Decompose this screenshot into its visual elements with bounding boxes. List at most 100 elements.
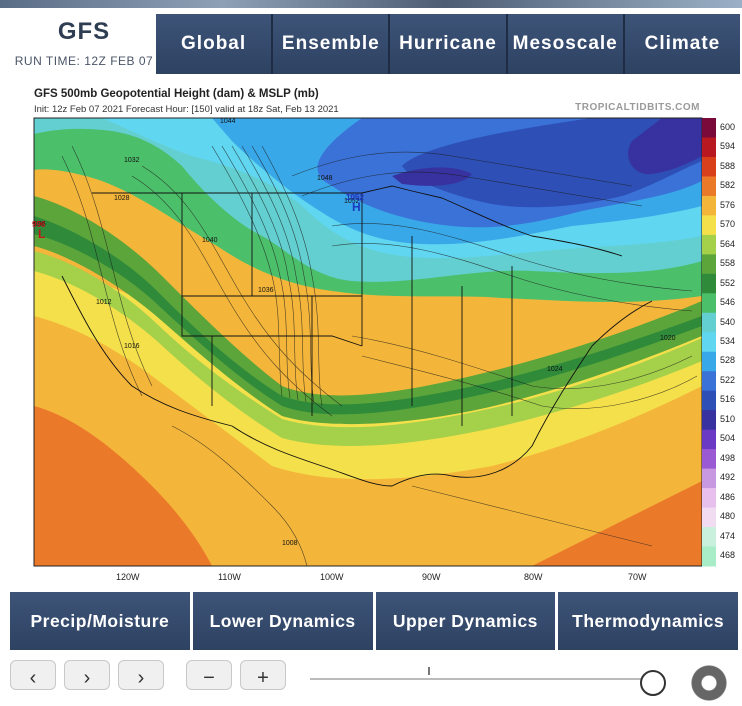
pressure-contour-label: 1008 xyxy=(282,540,298,547)
playback-controls: ‹ › › − + xyxy=(10,660,742,706)
forecast-hour-slider[interactable] xyxy=(310,678,650,680)
pressure-contour-label: 1048 xyxy=(317,175,333,182)
height-field xyxy=(34,118,702,566)
colorbar-label: 498 xyxy=(720,452,736,463)
colorbar-label: 540 xyxy=(720,316,736,327)
colorbar-swatch xyxy=(702,215,716,236)
colorbar-swatch xyxy=(702,410,716,431)
bottom-nav: Precip/Moisture Lower Dynamics Upper Dyn… xyxy=(10,592,738,650)
chevron-right-icon[interactable]: › xyxy=(64,660,110,690)
map-title: GFS 500mb Geopotential Height (dam) & MS… xyxy=(34,88,319,100)
political-borders xyxy=(61,185,653,487)
play-icon[interactable]: › xyxy=(118,660,164,690)
colorbar-swatch xyxy=(702,273,716,294)
colorbar-label: 564 xyxy=(720,238,736,249)
colorbar-swatch xyxy=(702,371,716,392)
run-time: RUN TIME: 12Z FEB 07 xyxy=(14,54,154,68)
plus-icon[interactable]: + xyxy=(240,660,286,690)
pressure-contour-label: 1040 xyxy=(202,237,218,244)
model-brand: GFS RUN TIME: 12Z FEB 07 xyxy=(14,14,154,76)
map-subtitle: Init: 12z Feb 07 2021 Forecast Hour: [15… xyxy=(34,104,339,115)
colorbar-swatch xyxy=(702,156,716,177)
pressure-contour-label: 1052 xyxy=(344,198,360,205)
colorbar xyxy=(702,118,716,567)
pressure-contour-label: 996 xyxy=(34,221,46,228)
colorbar-swatch xyxy=(702,254,716,275)
colorbar-label: 504 xyxy=(720,433,736,444)
colorbar-label: 588 xyxy=(720,160,736,171)
colorbar-swatch xyxy=(702,507,716,528)
gear-icon[interactable] xyxy=(686,660,732,706)
colorbar-swatch xyxy=(702,332,716,353)
longitude-label: 120W xyxy=(116,572,140,582)
nav-hurricane[interactable]: Hurricane xyxy=(390,14,508,74)
colorbar-label: 576 xyxy=(720,199,736,210)
colorbar-swatch xyxy=(702,449,716,470)
colorbar-swatch xyxy=(702,176,716,197)
chevron-left-icon[interactable]: ‹ xyxy=(10,660,56,690)
slider-tick xyxy=(428,667,430,675)
colorbar-swatch xyxy=(702,468,716,489)
longitude-label: 90W xyxy=(422,572,441,582)
nav-lower-dynamics[interactable]: Lower Dynamics xyxy=(192,592,373,650)
nav-mesoscale[interactable]: Mesoscale xyxy=(507,14,625,74)
longitude-label: 70W xyxy=(628,572,647,582)
low-pressure-marker: L xyxy=(38,227,45,241)
nav-precip-moisture[interactable]: Precip/Moisture xyxy=(10,592,190,650)
colorbar-swatch xyxy=(702,488,716,509)
pressure-contour-label: 1028 xyxy=(114,195,130,202)
colorbar-label: 558 xyxy=(720,258,736,269)
colorbar-label: 534 xyxy=(720,336,736,346)
colorbar-swatch xyxy=(702,390,716,411)
pressure-contour-label: 1020 xyxy=(660,335,676,342)
colorbar-swatch xyxy=(702,312,716,333)
colorbar-label: 552 xyxy=(720,277,736,288)
colorbar-label: 468 xyxy=(720,550,736,561)
top-banner-strip xyxy=(0,0,742,8)
slider-handle[interactable] xyxy=(640,670,666,696)
longitude-label: 80W xyxy=(524,572,543,582)
colorbar-label: 480 xyxy=(720,511,736,522)
colorbar-swatch xyxy=(702,527,716,548)
colorbar-label: 600 xyxy=(720,121,736,132)
pressure-contour-label: 1024 xyxy=(547,366,563,373)
colorbar-label: 528 xyxy=(720,355,736,366)
colorbar-label: 486 xyxy=(720,491,736,502)
map-credit: TROPICALTIDBITS.COM xyxy=(575,102,700,113)
top-nav: Global Ensemble Hurricane Mesoscale Clim… xyxy=(156,14,741,74)
colorbar-label: 582 xyxy=(720,180,736,191)
colorbar-swatch xyxy=(702,351,716,372)
nav-global[interactable]: Global xyxy=(156,14,274,74)
longitude-label: 110W xyxy=(218,572,241,582)
high-pressure-marker: H xyxy=(352,200,361,214)
colorbar-label: 546 xyxy=(720,297,736,308)
nav-climate[interactable]: Climate xyxy=(624,14,741,74)
colorbar-label: 474 xyxy=(720,530,736,541)
colorbar-swatch xyxy=(702,195,716,216)
colorbar-label: 516 xyxy=(720,394,736,405)
longitude-labels: 120W 110W 100W 90W 80W 70W xyxy=(116,572,647,582)
colorbar-swatch xyxy=(702,137,716,158)
colorbar-label: 522 xyxy=(720,374,736,385)
colorbar-label: 510 xyxy=(720,413,736,424)
nav-upper-dynamics[interactable]: Upper Dynamics xyxy=(375,592,556,650)
colorbar-label: 492 xyxy=(720,472,736,483)
longitude-label: 100W xyxy=(320,572,344,582)
pressure-contour-label: 1032 xyxy=(124,157,140,164)
colorbar-swatch xyxy=(702,293,716,314)
colorbar-swatch xyxy=(702,118,716,138)
colorbar-swatch xyxy=(702,546,716,567)
nav-thermodynamics[interactable]: Thermodynamics xyxy=(558,592,738,650)
pressure-center-value: 1052 xyxy=(346,193,364,202)
pressure-contour-label: 1044 xyxy=(220,118,236,125)
colorbar-swatch xyxy=(702,429,716,450)
minus-icon[interactable]: − xyxy=(186,660,232,690)
pressure-labels: 1044 1032 1028 1048 1052 1040 1036 1020 1016 1012… xyxy=(34,118,676,547)
colorbar-swatch xyxy=(702,234,716,255)
pressure-contour-label: 1016 xyxy=(124,343,140,350)
nav-ensemble[interactable]: Ensemble xyxy=(273,14,391,74)
colorbar-label: 570 xyxy=(720,219,736,230)
